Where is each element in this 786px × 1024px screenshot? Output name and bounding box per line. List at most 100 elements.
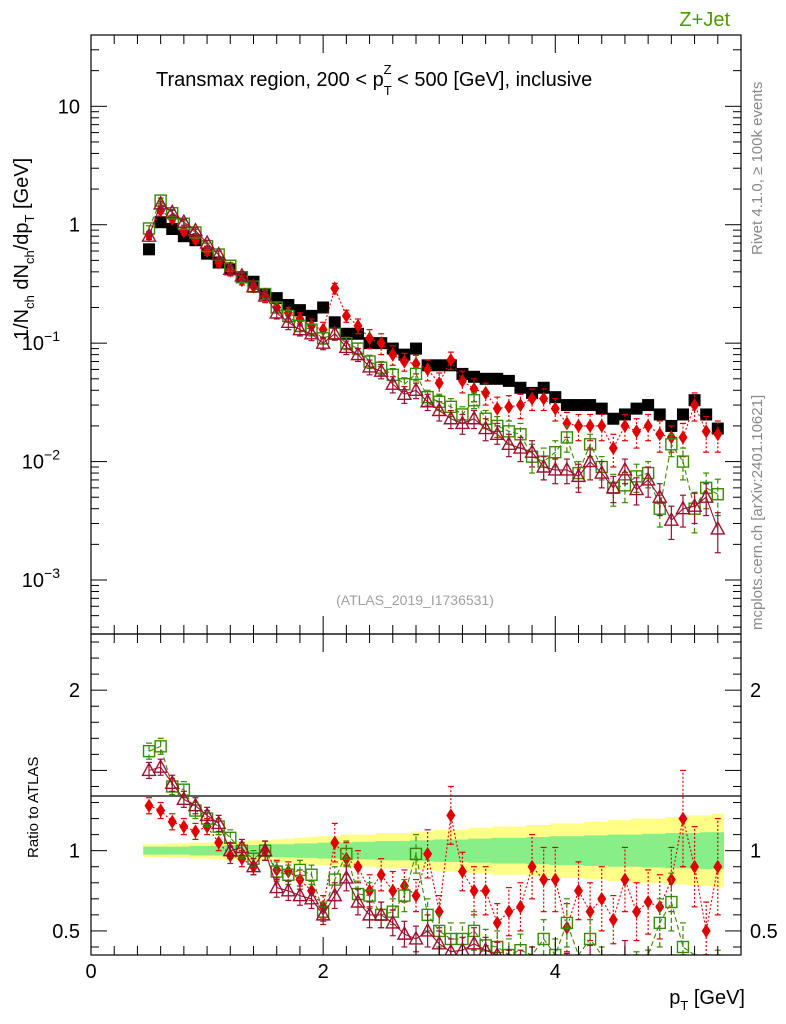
- band-bin: [491, 837, 504, 864]
- data-point: [373, 362, 389, 377]
- data-point: [292, 887, 308, 902]
- ratio-y-tick-label-right: 1: [750, 841, 761, 863]
- band-bin: [445, 839, 458, 862]
- data-point: [524, 443, 540, 458]
- data-point: [376, 867, 386, 882]
- band-bin: [201, 845, 214, 856]
- data-point: [539, 872, 549, 887]
- x-tick-label: 0: [85, 961, 96, 983]
- band-bin: [305, 843, 318, 858]
- data-point: [176, 213, 192, 228]
- data-point: [560, 399, 573, 412]
- data-point: [642, 399, 655, 412]
- data-point: [388, 883, 398, 898]
- data-point: [620, 418, 630, 433]
- data-point: [327, 887, 343, 902]
- x-tick-label: 4: [550, 961, 561, 983]
- data-point: [675, 500, 691, 515]
- data-point: [141, 227, 157, 242]
- data-point: [164, 774, 180, 789]
- band-bin: [630, 834, 643, 867]
- data-point: [536, 458, 552, 473]
- band-bin: [607, 834, 620, 867]
- data-point: [376, 336, 386, 351]
- data-point: [399, 354, 409, 369]
- data-point: [317, 301, 330, 314]
- data-point: [245, 278, 262, 293]
- band-bin: [363, 841, 376, 860]
- y-tick-label: 10: [58, 96, 80, 118]
- mcplots-label: mcplots.cern.ch [arXiv:2401.10621]: [749, 395, 766, 630]
- data-point: [676, 940, 690, 954]
- data-point: [222, 842, 238, 857]
- ratio-xlabel: pT [GeV]: [669, 987, 745, 1013]
- data-point: [280, 313, 296, 328]
- data-point: [433, 359, 446, 372]
- data-point: [457, 864, 467, 879]
- ratio-y-tick-label-right: 0.5: [750, 921, 778, 943]
- data-point: [710, 520, 726, 535]
- rivet-label: Rivet 4.1.0, ≥ 100k events: [749, 82, 766, 255]
- data-point: [245, 858, 262, 873]
- data-point: [443, 410, 459, 425]
- data-point: [423, 846, 433, 861]
- data-point: [489, 425, 505, 440]
- band-bin: [503, 837, 516, 864]
- data-point: [514, 381, 527, 394]
- band-bin: [154, 846, 167, 855]
- data-point: [152, 195, 169, 210]
- main-panel: 10−3 10−2 10−1 1 10 Transmax region, 200 < p…: [11, 34, 742, 635]
- band-bin: [282, 844, 295, 858]
- data-point: [585, 904, 595, 919]
- data-point: [187, 222, 204, 237]
- data-point: [468, 370, 481, 383]
- band-bin: [595, 835, 609, 866]
- data-point: [303, 890, 320, 905]
- data-point: [686, 497, 703, 512]
- data-point: [583, 932, 597, 946]
- data-point: [678, 430, 688, 445]
- data-point: [479, 372, 492, 385]
- data-point: [690, 398, 700, 413]
- data-point: [167, 814, 177, 829]
- data-point: [653, 916, 666, 930]
- data-point: [141, 761, 157, 777]
- data-point: [340, 847, 353, 861]
- y-tick-label: 10−2: [22, 447, 60, 474]
- data-point: [504, 399, 514, 414]
- band-bin: [561, 836, 574, 866]
- data-point: [446, 808, 456, 823]
- ratio-y-tick-label-left: 1: [69, 841, 80, 863]
- data-point: [222, 260, 238, 276]
- main-ylabel: 1/Nch dNch/dpT [GeV]: [11, 158, 37, 340]
- data-point: [350, 346, 366, 361]
- data-point: [257, 287, 273, 302]
- data-point: [166, 223, 179, 236]
- data-point: [156, 803, 166, 818]
- data-point: [655, 427, 665, 442]
- data-point: [515, 899, 525, 914]
- data-point: [361, 358, 378, 373]
- data-point: [469, 883, 479, 898]
- data-point: [514, 943, 527, 955]
- data-point: [690, 859, 700, 874]
- data-point: [481, 385, 491, 400]
- data-point: [327, 325, 343, 340]
- data-point: [597, 891, 607, 906]
- data-point: [234, 267, 250, 282]
- data-point: [292, 321, 308, 336]
- band-bin: [700, 832, 713, 870]
- data-point: [385, 375, 401, 390]
- data-point: [190, 824, 200, 839]
- data-point: [713, 427, 723, 442]
- process-label: Z+Jet: [679, 9, 730, 31]
- data-point: [481, 883, 491, 898]
- data-point: [431, 402, 447, 417]
- band-bin: [514, 837, 527, 864]
- data-point: [408, 381, 424, 396]
- main-ticks: 10−3 10−2 10−1 1 10: [22, 34, 742, 634]
- data-point: [154, 216, 167, 229]
- band-bin: [386, 841, 400, 861]
- main-title: Transmax region, 200 < pTZ < 500 [GeV], …: [156, 62, 592, 98]
- data-point: [315, 906, 331, 921]
